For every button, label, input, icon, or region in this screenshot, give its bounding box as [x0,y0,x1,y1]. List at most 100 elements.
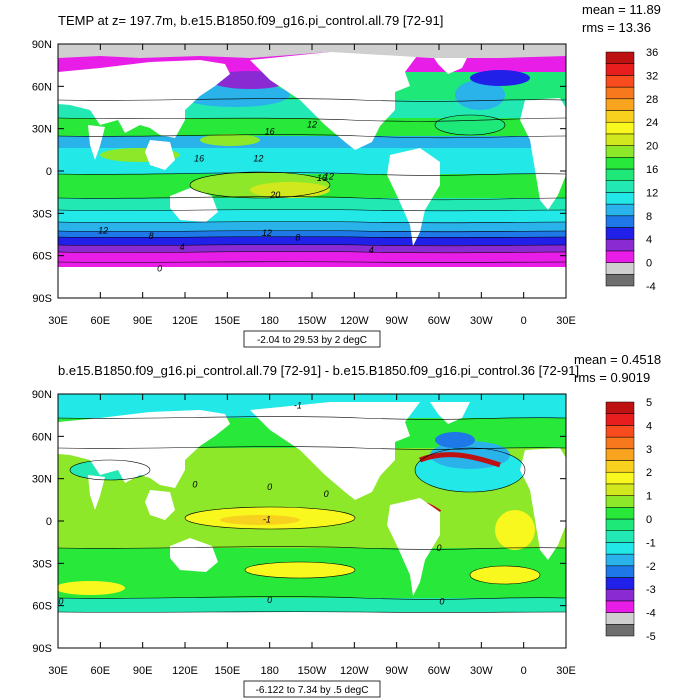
contour-label: 0 [157,263,162,273]
colorbar-swatch [605,250,635,263]
colorbar-label: -5 [646,631,656,643]
x-tick-label: 60E [91,315,111,327]
colorbar-swatch [605,274,635,287]
y-tick-label: 90S [32,293,52,305]
colorbar-swatch [605,168,635,181]
panel-2-rms: rms = 0.9019 [574,370,650,385]
contour-label: 8 [295,232,300,242]
contour-label: 12 [98,225,108,235]
colorbar-label: 32 [646,70,658,82]
colorbar-swatch [605,227,635,240]
x-tick-label: 120E [172,315,198,327]
contour-label: 16 [317,173,327,183]
contour-label: 12 [253,153,263,163]
contour-label: -1 [294,400,302,410]
colorbar-swatch [605,133,635,146]
colorbar-swatch [605,86,635,100]
x-tick-label: 0 [521,665,527,677]
contour-label: 20 [269,190,280,200]
x-tick-label: 120E [172,665,198,677]
colorbar-swatch [605,401,635,414]
contour-label: 8 [149,231,154,241]
colorbar-swatch [605,157,635,170]
x-tick-label: 30E [48,665,68,677]
y-tick-label: 60N [32,431,52,443]
colorbar-swatch [605,215,635,228]
contour-label: 0 [267,595,272,605]
contour-label: 16 [265,126,275,136]
colorbar-label: 5 [646,397,652,409]
colorbar-label: 0 [646,514,652,526]
colorbar-swatch [605,518,635,531]
colorbar-swatch [605,98,635,111]
colorbar-swatch [605,425,635,438]
colorbar-swatch [605,75,635,88]
x-tick-label: 150E [214,665,240,677]
colorbar-label: 20 [646,141,658,153]
colorbar-label: 0 [646,258,652,270]
colorbar-swatch [605,448,635,461]
x-tick-label: 180 [260,315,278,327]
x-tick-label: 90W [385,665,408,677]
x-tick-label: 90E [133,315,153,327]
colorbar-swatch [605,483,635,496]
colorbar-label: -3 [646,584,656,596]
y-tick-label: 0 [46,516,52,528]
x-tick-label: 120W [340,665,369,677]
x-tick-label: 60E [91,665,111,677]
colorbar-swatch [605,577,635,590]
contour-label: 0 [192,479,197,489]
y-tick-label: 30N [32,124,52,136]
x-tick-label: 150W [298,665,327,677]
colorbar-swatch [605,51,635,64]
contour-label: 12 [307,119,317,129]
contour-label: -1 [263,515,271,525]
colorbar-swatch [605,530,635,543]
contour-label: 0 [436,543,441,553]
colorbar-label: 16 [646,164,658,176]
colorbar-label: 8 [646,211,652,223]
panel-2-contour-info-box [243,680,381,698]
x-tick-label: 30W [470,665,493,677]
colorbar-label: -1 [646,537,656,549]
panel-1-contour-info: -2.04 to 29.53 by 2 degC [257,335,367,346]
colorbar-swatch [605,145,635,158]
x-tick-label: 120W [340,315,369,327]
colorbar-swatch [605,624,635,637]
colorbar-label: 28 [646,94,658,106]
panel-1-rms: rms = 13.36 [582,20,651,35]
colorbar-swatch [605,63,635,76]
colorbar-swatch [605,203,635,217]
colorbar-swatch [605,495,635,508]
y-tick-label: 60S [32,601,52,613]
x-tick-label: 60W [428,665,451,677]
colorbar-swatch [605,121,635,135]
colorbar-label: 4 [646,234,652,246]
x-tick-label: 30E [556,315,576,327]
colorbar-swatch [605,436,635,450]
x-tick-label: 30W [470,315,493,327]
y-tick-label: 60S [32,251,52,263]
panel-1: TEMP at z= 197.7m, b.e15.B1850.f09_g16.p… [32,2,661,348]
contour-label: 4 [180,242,185,252]
colorbar-swatch [605,192,635,205]
colorbar-label: -4 [646,608,656,620]
contour-label: 0 [439,596,444,606]
colorbar-swatch [605,600,635,613]
colorbar-swatch [605,180,635,193]
colorbar-label: 4 [646,420,652,432]
contour-label: 12 [324,172,334,182]
x-tick-label: 30E [556,665,576,677]
contour-label: 16 [194,153,204,163]
colorbar-swatch [605,262,635,275]
colorbar-swatch [605,565,635,578]
panel-2-contour-info: -6.122 to 7.34 by .5 degC [256,685,369,696]
y-tick-label: 60N [32,81,52,93]
contour-label: 0 [58,596,63,606]
x-tick-label: 150E [214,315,240,327]
colorbar-swatch [605,471,635,485]
colorbar-swatch [605,507,635,520]
y-tick-label: 90S [32,643,52,655]
